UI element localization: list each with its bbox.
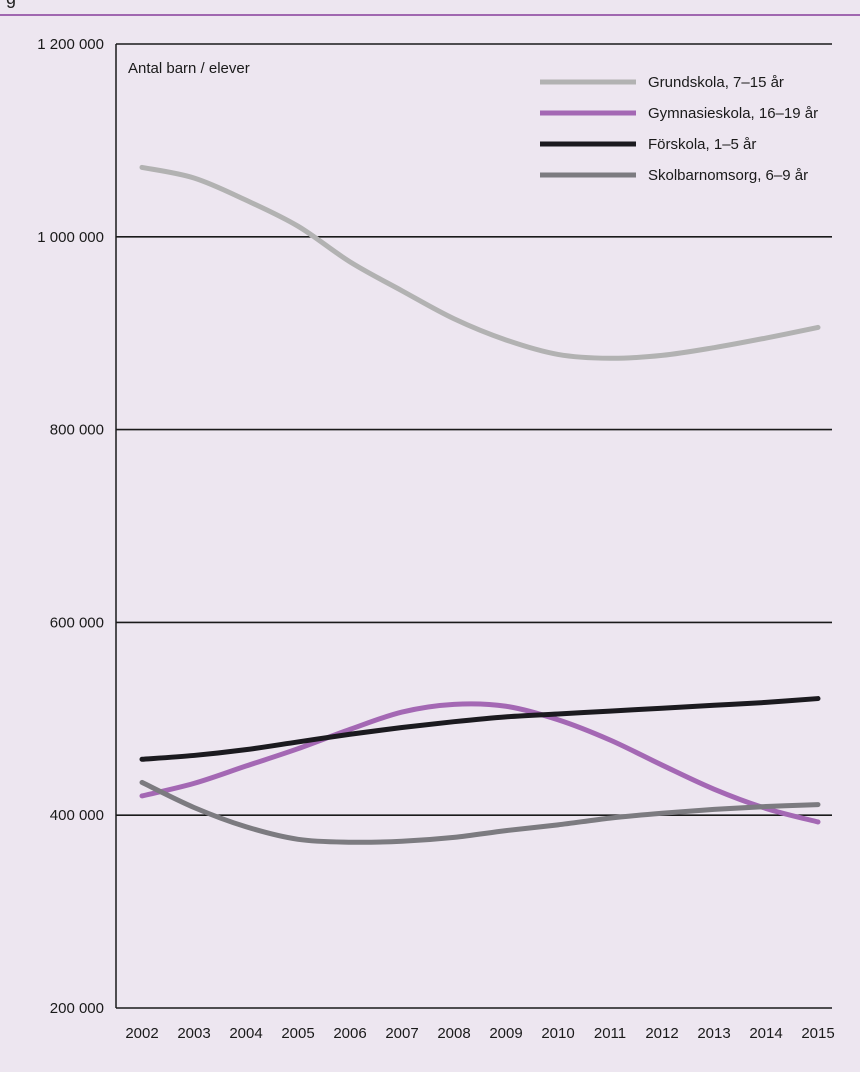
y-tick-label: 800 000 [50,422,104,439]
x-tick-label: 2014 [749,1025,782,1042]
figure-caption-fragment: g [6,0,16,9]
series-line-2 [139,701,821,825]
legend-label: Gymnasieskola, 16–19 år [648,105,818,122]
y-axis-title: Antal barn / elever [128,60,250,77]
x-tick-label: 2002 [125,1025,158,1042]
legend-label: Grundskola, 7–15 år [648,74,784,91]
y-tick-label: 200 000 [50,1000,104,1017]
y-tick-label: 1 000 000 [37,229,104,246]
y-tick-labels: 200 000 400 000 600 000 800 000 1 000 000 1 2… [37,36,104,1017]
x-tick-label: 2013 [697,1025,730,1042]
x-tick-label: 2009 [489,1025,522,1042]
series-lines [139,164,821,845]
x-tick-label: 2004 [229,1025,262,1042]
y-tick-label: 600 000 [50,614,104,631]
x-tick-label: 2012 [645,1025,678,1042]
figure-caption-strip: g [0,0,860,12]
x-tick-label: 2010 [541,1025,574,1042]
x-tick-labels: 2002 2003 2004 2005 2006 2007 2008 2009 2010 2011… [125,1025,834,1042]
series-line-3 [139,696,821,762]
header-rule [0,14,860,16]
x-tick-label: 2003 [177,1025,210,1042]
x-tick-label: 2006 [333,1025,366,1042]
legend-label: Förskola, 1–5 år [648,136,756,153]
y-tick-label: 1 200 000 [37,36,104,53]
x-tick-label: 2015 [801,1025,834,1042]
x-tick-label: 2007 [385,1025,418,1042]
x-tick-label: 2011 [594,1025,626,1042]
x-tick-label: 2005 [281,1025,314,1042]
x-tick-label: 2008 [437,1025,470,1042]
legend: Grundskola, 7–15 år Gymnasieskola, 16–19 … [540,74,818,184]
series-line-4 [139,779,821,845]
gridlines [116,43,832,1009]
y-tick-label: 400 000 [50,807,104,824]
series-line-1 [139,164,821,361]
legend-label: Skolbarnomsorg, 6–9 år [648,167,808,184]
